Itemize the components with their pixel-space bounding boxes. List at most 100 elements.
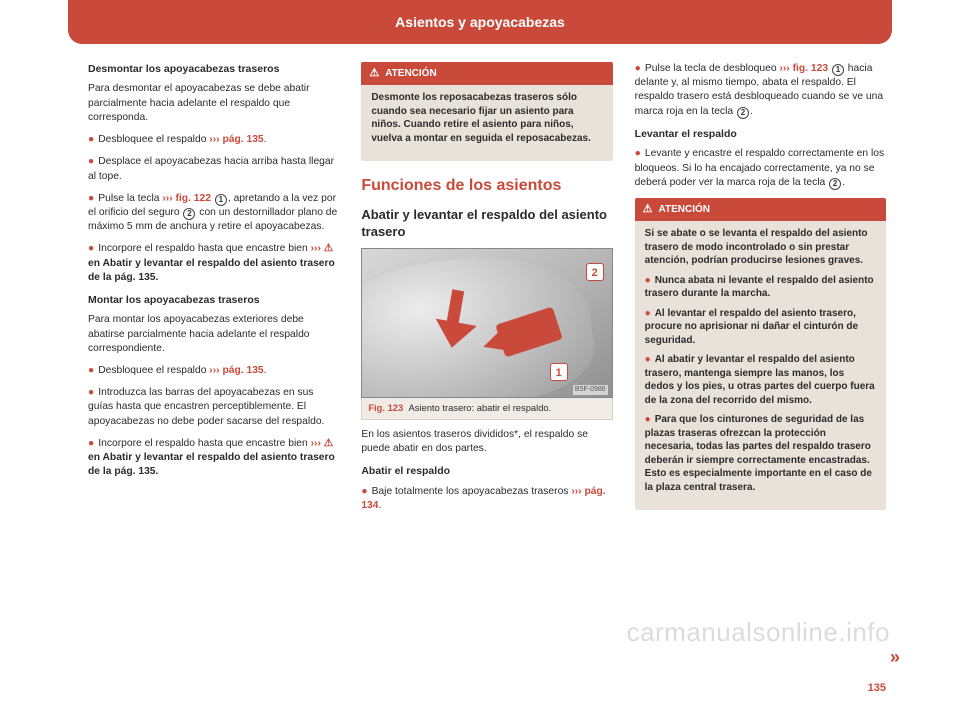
- list-item: ●Al abatir y levantar el respaldo del as…: [645, 353, 876, 407]
- fig-ref: ››› fig. 122: [162, 193, 211, 204]
- paragraph: En los asientos traseros divididos*, el …: [361, 428, 612, 456]
- content-columns: Desmontar los apoyacabezas traseros Para…: [88, 62, 886, 668]
- continuation-mark: »: [890, 647, 900, 668]
- list-item: ●Pulse la tecla ››› fig. 122 1, apretand…: [88, 192, 339, 235]
- text: Desbloquee el respaldo: [98, 365, 209, 376]
- bullet-icon: ●: [88, 365, 94, 376]
- list-item: ●Al levantar el respaldo del asiento tra…: [645, 307, 876, 348]
- arrow-down-icon: [437, 290, 473, 350]
- text: Al levantar el respaldo del asiento tras…: [645, 308, 858, 346]
- heading: Desmontar los apoyacabezas traseros: [88, 62, 339, 76]
- text: .: [750, 106, 753, 117]
- subsection-title: Abatir y levantar el respaldo del asient…: [361, 207, 612, 240]
- image-code: B5F-0986: [573, 385, 608, 395]
- bold-text: en Abatir y levantar el respaldo del asi…: [88, 452, 335, 477]
- attention-body: Desmonte los reposacabezas traseros sólo…: [371, 91, 602, 145]
- figure-caption: Fig. 123 Asiento trasero: abatir el resp…: [361, 398, 612, 420]
- text: Baje totalmente los apoyacabezas trasero…: [372, 486, 572, 497]
- text: .: [264, 365, 267, 376]
- callout-badge-1: 1: [550, 363, 568, 381]
- attention-label: ATENCIÓN: [659, 203, 710, 217]
- list-item: ● Desbloquee el respaldo ››› pág. 135.: [88, 364, 339, 378]
- warning-triangle-icon: ⚠: [324, 438, 333, 449]
- page-ref: ››› pág. 135: [209, 134, 263, 145]
- list-item: ● Baje totalmente los apoyacabezas traser…: [361, 485, 612, 513]
- bullet-icon: ●: [88, 243, 94, 254]
- fig-ref: ››› fig. 123: [779, 63, 828, 74]
- bullet-icon: ●: [88, 156, 94, 167]
- bullet-icon: ●: [88, 438, 94, 449]
- figure-label: Fig. 123: [368, 402, 403, 413]
- callout-circle-1: 1: [215, 194, 227, 206]
- chapter-header: Asientos y apoyacabezas: [68, 0, 892, 44]
- bullet-icon: ●: [645, 308, 651, 319]
- attention-header: ⚠ ATENCIÓN: [635, 198, 886, 221]
- page-number: 135: [868, 682, 886, 694]
- text: Si se abate o se levanta el respaldo del…: [645, 227, 876, 268]
- callout-circle-2: 2: [183, 208, 195, 220]
- bullet-icon: ●: [361, 486, 367, 497]
- text: Desplace el apoyacabezas hacia arriba ha…: [88, 156, 334, 181]
- page-ref: ››› pág. 135: [209, 365, 263, 376]
- text: Desmonte los reposacabezas traseros sólo…: [371, 91, 602, 145]
- attention-label: ATENCIÓN: [385, 67, 436, 81]
- attention-body: Si se abate o se levanta el respaldo del…: [645, 227, 876, 494]
- text: Al abatir y levantar el respaldo del asi…: [645, 354, 875, 406]
- text: Incorpore el respaldo hasta que encastre…: [98, 438, 310, 449]
- list-item: ● Incorpore el respaldo hasta que encastr…: [88, 437, 339, 480]
- text: Para que los cinturones de seguridad de …: [645, 414, 872, 493]
- column-3: ● Pulse la tecla de desbloqueo ››› fig. 1…: [635, 62, 886, 668]
- heading: Abatir el respaldo: [361, 464, 612, 478]
- text: Pulse la tecla: [98, 193, 162, 204]
- warning-triangle-icon: ⚠: [369, 66, 379, 81]
- bullet-icon: ●: [645, 414, 651, 425]
- list-item: ●Levante y encastre el respaldo correcta…: [635, 147, 886, 190]
- warning-triangle-icon: ⚠: [324, 243, 333, 254]
- text: .: [264, 134, 267, 145]
- manual-page: Asientos y apoyacabezas Desmontar los ap…: [0, 0, 960, 708]
- text: Pulse la tecla de desbloqueo: [645, 63, 780, 74]
- column-1: Desmontar los apoyacabezas traseros Para…: [88, 62, 339, 668]
- list-item: ● Pulse la tecla de desbloqueo ››› fig. 1…: [635, 62, 886, 119]
- figure-image: 2 1 B5F-0986: [361, 248, 612, 398]
- paragraph: Para desmontar el apoyacabezas se debe a…: [88, 82, 339, 125]
- callout-circle-2: 2: [829, 178, 841, 190]
- list-item: ●Nunca abata ni levante el respaldo del …: [645, 274, 876, 301]
- list-item: ● Incorpore el respaldo hasta que encastr…: [88, 242, 339, 285]
- text: .: [842, 177, 845, 188]
- attention-box: ⚠ ATENCIÓN Desmonte los reposacabezas tr…: [361, 62, 612, 161]
- bold-text: en Abatir y levantar el respaldo del asi…: [88, 258, 335, 283]
- section-title: Funciones de los asientos: [361, 175, 612, 197]
- heading: Montar los apoyacabezas traseros: [88, 293, 339, 307]
- callout-badge-2: 2: [586, 263, 604, 281]
- bullet-icon: ●: [645, 275, 651, 286]
- list-item: ●Desplace el apoyacabezas hacia arriba h…: [88, 155, 339, 183]
- callout-circle-1: 1: [832, 64, 844, 76]
- text: Nunca abata ni levante el respaldo del a…: [645, 275, 874, 300]
- text: Levante y encastre el respaldo correctam…: [635, 148, 885, 187]
- column-2: ⚠ ATENCIÓN Desmonte los reposacabezas tr…: [361, 62, 612, 668]
- attention-box: ⚠ ATENCIÓN Si se abate o se levanta el r…: [635, 198, 886, 510]
- warning-triangle-icon: ⚠: [643, 202, 653, 217]
- bullet-icon: ●: [635, 63, 641, 74]
- chapter-title: Asientos y apoyacabezas: [395, 14, 565, 30]
- text: Introduzca las barras del apoyacabezas e…: [88, 387, 324, 426]
- text: .: [379, 500, 382, 511]
- callout-circle-2: 2: [737, 107, 749, 119]
- paragraph: Para montar los apoyacabezas exteriores …: [88, 313, 339, 356]
- heading: Levantar el respaldo: [635, 127, 886, 141]
- figure: 2 1 B5F-0986 Fig. 123 Asiento trasero: a…: [361, 248, 612, 420]
- list-item: ●Para que los cinturones de seguridad de…: [645, 413, 876, 494]
- ref-arrows: ›››: [311, 243, 321, 254]
- text: Desbloquee el respaldo: [98, 134, 209, 145]
- list-item: ●Introduzca las barras del apoyacabezas …: [88, 386, 339, 429]
- bullet-icon: ●: [645, 354, 651, 365]
- list-item: ● Desbloquee el respaldo ››› pág. 135.: [88, 133, 339, 147]
- ref-arrows: ›››: [311, 438, 321, 449]
- figure-caption-text: Asiento trasero: abatir el respaldo.: [408, 402, 551, 413]
- bullet-icon: ●: [635, 148, 641, 159]
- text: Incorpore el respaldo hasta que encastre…: [98, 243, 310, 254]
- bullet-icon: ●: [88, 134, 94, 145]
- bullet-icon: ●: [88, 387, 94, 398]
- attention-header: ⚠ ATENCIÓN: [361, 62, 612, 85]
